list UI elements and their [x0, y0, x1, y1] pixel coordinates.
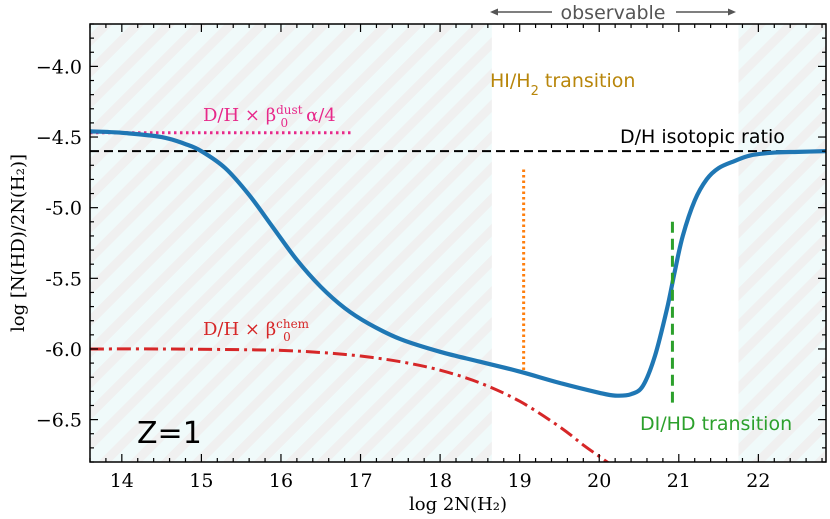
x-tick-label: 17	[348, 470, 372, 492]
x-tick-label: 22	[746, 470, 770, 492]
y-tick-label: -5.5	[45, 268, 82, 290]
x-tick-label: 19	[508, 470, 532, 492]
x-tick-label: 16	[269, 470, 293, 492]
x-tick-label: 20	[587, 470, 611, 492]
y-tick-label: −4.5	[36, 127, 82, 149]
y-tick-label: −6.5	[36, 410, 82, 432]
x-tick-label: 18	[428, 470, 452, 492]
y-tick-labels: −4.0 −4.5 -5.0 -5.5 -6.0 −6.5	[36, 56, 82, 431]
y-tick-label: −4.0	[36, 56, 82, 78]
hd-fraction-curve	[90, 129, 826, 398]
dh-isotopic-ratio-label: D/H isotopic ratio	[620, 126, 785, 148]
shaded-region-left	[90, 24, 492, 462]
di-hd-transition-label: DI/HD transition	[640, 413, 792, 435]
x-tick-label: 14	[110, 470, 134, 492]
x-tick-label: 21	[667, 470, 691, 492]
y-tick-label: -5.0	[45, 198, 82, 220]
metallicity-label: Z=1	[137, 416, 202, 451]
dust-limit-label: D/H × βdust 0 α/4	[203, 103, 336, 130]
chem-limit-label: D/H × βchem 0	[203, 317, 310, 344]
tick-marks	[89, 23, 826, 463]
observable-arrow	[490, 8, 736, 16]
y-axis-label: log [N(HD)/2N(H₂)]	[8, 154, 29, 332]
observable-label: observable	[560, 2, 665, 24]
x-axis-label: log 2N(H₂)	[409, 494, 507, 515]
x-tick-labels: 14 15 16 17 18 19 20 21 22	[110, 470, 771, 492]
y-tick-label: -6.0	[45, 339, 82, 361]
chem-limit-line	[90, 347, 610, 462]
plot-frame	[89, 23, 827, 463]
x-tick-label: 15	[189, 470, 213, 492]
shaded-region-right	[738, 24, 826, 462]
hi-h2-transition-label: HI/H2 transition	[490, 70, 635, 99]
